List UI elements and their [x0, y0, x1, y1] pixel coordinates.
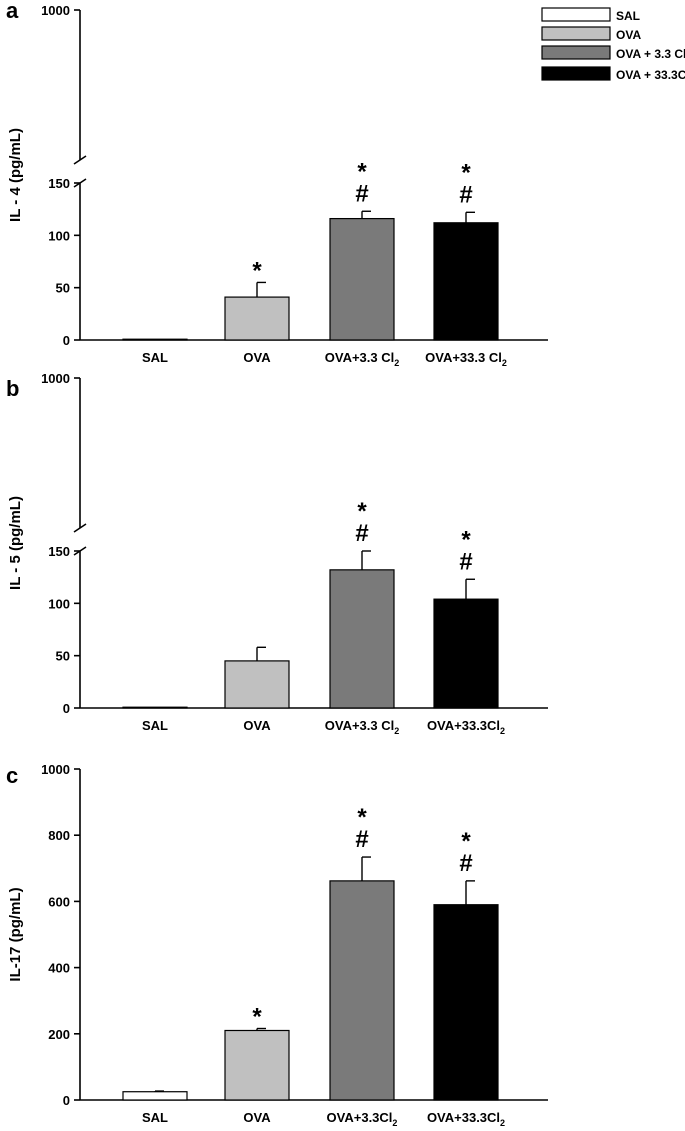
- y-tick-label: 1000: [41, 371, 70, 386]
- y-tick-label: 100: [48, 596, 70, 611]
- bar-1: [122, 706, 188, 709]
- category-label: OVA+33.3Cl2: [427, 1110, 505, 1128]
- asterisk-marker: *: [461, 526, 471, 553]
- y-axis-label: IL - 4 (pg/mL): [7, 128, 24, 222]
- y-axis-label: IL-17 (pg/mL): [7, 887, 24, 981]
- y-tick-label: 400: [48, 961, 70, 976]
- bar-2: [224, 1029, 290, 1101]
- asterisk-marker: *: [252, 1004, 262, 1031]
- y-tick-label: 0: [63, 1093, 70, 1108]
- category-label: OVA: [243, 718, 271, 733]
- hash-marker: #: [355, 520, 368, 547]
- legend-swatch: [541, 7, 611, 22]
- bar-3: [329, 880, 395, 1101]
- panel-letter: a: [6, 0, 19, 23]
- bar-4: [433, 598, 499, 709]
- y-tick-label: 50: [56, 281, 70, 296]
- hash-marker: #: [355, 826, 368, 853]
- asterisk-marker: *: [357, 804, 367, 831]
- hash-marker: #: [355, 180, 368, 207]
- legend-swatch: [541, 26, 611, 41]
- legend-swatch: [541, 45, 611, 60]
- asterisk-marker: *: [357, 158, 367, 185]
- axis-break-mark: [73, 523, 87, 533]
- axis-break-mark: [73, 155, 87, 165]
- asterisk-marker: *: [252, 257, 262, 284]
- legend-label: SAL: [616, 9, 640, 23]
- bar-3: [329, 217, 395, 341]
- y-tick-label: 150: [48, 544, 70, 559]
- y-tick-label: 1000: [41, 3, 70, 18]
- category-label: OVA+3.3Cl2: [327, 1110, 398, 1128]
- bar-1: [122, 1091, 188, 1101]
- category-label: OVA+33.3Cl2: [427, 718, 505, 736]
- legend-label: OVA + 33.3Cl2: [616, 68, 685, 85]
- y-tick-label: 200: [48, 1027, 70, 1042]
- y-tick-label: 800: [48, 828, 70, 843]
- category-label: OVA+3.3 Cl2: [325, 350, 400, 368]
- asterisk-marker: *: [461, 159, 471, 186]
- y-tick-label: 150: [48, 176, 70, 191]
- category-label: OVA+33.3 Cl2: [425, 350, 507, 368]
- bar-4: [433, 222, 499, 341]
- legend-swatch: [541, 66, 611, 81]
- hash-marker: #: [459, 548, 472, 575]
- y-tick-label: 0: [63, 333, 70, 348]
- legend: SAL OVA OVA + 3.3 Cl2 OVA + 33.3Cl2: [541, 7, 685, 85]
- category-label: SAL: [142, 1110, 168, 1125]
- hash-marker: #: [459, 181, 472, 208]
- hash-marker: #: [459, 850, 472, 877]
- y-tick-label: 100: [48, 228, 70, 243]
- category-label: SAL: [142, 350, 168, 365]
- legend-label: OVA: [616, 28, 641, 42]
- bar-2: [224, 296, 290, 341]
- bar-4: [433, 904, 499, 1101]
- bar-1: [122, 338, 188, 341]
- y-tick-label: 0: [63, 701, 70, 716]
- y-axis-label: IL - 5 (pg/mL): [7, 496, 24, 590]
- legend-label: OVA + 3.3 Cl2: [616, 47, 685, 64]
- category-label: SAL: [142, 718, 168, 733]
- bar-2: [224, 660, 290, 709]
- panel-letter: b: [6, 376, 19, 401]
- y-tick-label: 50: [56, 649, 70, 664]
- asterisk-marker: *: [461, 828, 471, 855]
- panel-letter: c: [6, 763, 18, 788]
- y-tick-label: 1000: [41, 762, 70, 777]
- category-label: OVA: [243, 1110, 271, 1125]
- category-label: OVA: [243, 350, 271, 365]
- category-label: OVA+3.3 Cl2: [325, 718, 400, 736]
- y-tick-label: 600: [48, 894, 70, 909]
- asterisk-marker: *: [357, 498, 367, 525]
- bar-3: [329, 569, 395, 709]
